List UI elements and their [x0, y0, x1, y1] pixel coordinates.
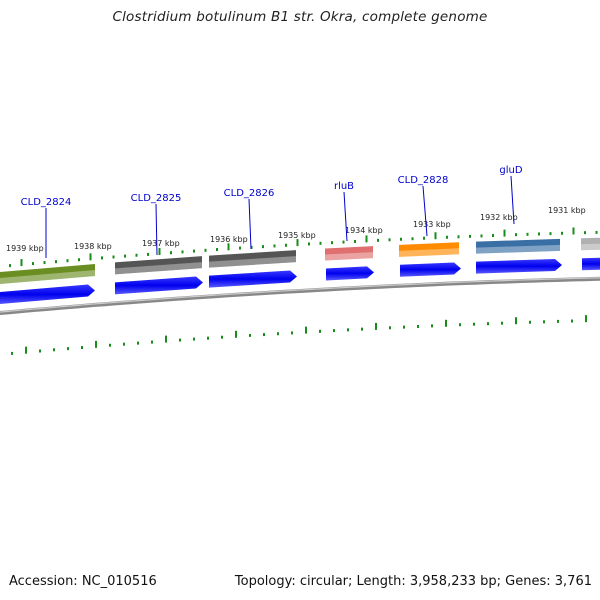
kbp-label: 1937 kbp: [142, 239, 180, 248]
feature-block: [399, 242, 459, 257]
feature-shade: [209, 256, 296, 268]
gene-leader-line: [343, 191, 348, 242]
gene-label: CLD_2826: [224, 188, 275, 199]
cds-arrow: [0, 284, 95, 305]
feature-block: [0, 263, 95, 285]
genome-backbone: [0, 276, 600, 316]
kbp-label: 1938 kbp: [74, 242, 112, 251]
gene-leader-line: [422, 185, 428, 237]
cds-track: [0, 257, 600, 305]
cds-arrow: [115, 276, 203, 295]
cds-arrow: [582, 257, 600, 271]
map-title: Clostridium botulinum B1 str. Okra, comp…: [112, 9, 488, 25]
kbp-label: 1936 kbp: [210, 235, 248, 244]
feature-shade: [325, 252, 373, 261]
feature-shade: [581, 243, 600, 251]
gene-leader-line: [510, 175, 515, 225]
feature-shade: [476, 244, 560, 254]
feature-block: [209, 250, 296, 268]
cds-arrow: [326, 266, 374, 281]
feature-block: [325, 246, 373, 261]
kbp-label: 1935 kbp: [278, 231, 316, 240]
backbone-line: [0, 276, 600, 316]
feature-track: [0, 237, 600, 285]
kbp-labels: 1939 kbp 1938 kbp 1937 kbp 1936 kbp 1935 kbp…: [6, 206, 586, 253]
gene-leader-line: [248, 198, 252, 250]
gene-label: CLD_2824: [21, 197, 72, 208]
feature-block: [115, 256, 202, 275]
gene-labels: CLD_2824 CLD_2825 CLD_2826 rluB CLD_2828 gluD: [21, 165, 523, 258]
feature-block: [581, 237, 600, 251]
feature-shade: [0, 269, 95, 285]
cds-arrow: [400, 262, 461, 277]
genome-summary-text: Topology: circular; Length: 3,958,233 bp…: [234, 574, 592, 589]
inner-tick-track: [11, 315, 587, 355]
kbp-label: 1934 kbp: [345, 226, 383, 235]
gene-label: CLD_2825: [131, 193, 182, 204]
gene-leader-line: [155, 203, 158, 256]
kbp-label: 1939 kbp: [6, 244, 44, 253]
kbp-tick-track: [9, 227, 598, 268]
cds-arrow: [209, 270, 297, 288]
accession-text: Accession: NC_010516: [9, 574, 157, 589]
backbone-highlight: [0, 277, 600, 313]
kbp-label: 1933 kbp: [413, 220, 451, 229]
feature-block: [476, 238, 560, 254]
feature-shade: [399, 248, 459, 257]
kbp-label: 1931 kbp: [548, 206, 586, 215]
cds-arrow: [476, 258, 562, 274]
gene-label: rluB: [334, 181, 354, 192]
gene-label: gluD: [499, 165, 522, 176]
feature-shade: [115, 262, 202, 275]
kbp-label: 1932 kbp: [480, 213, 518, 222]
gene-label: CLD_2828: [398, 175, 449, 186]
